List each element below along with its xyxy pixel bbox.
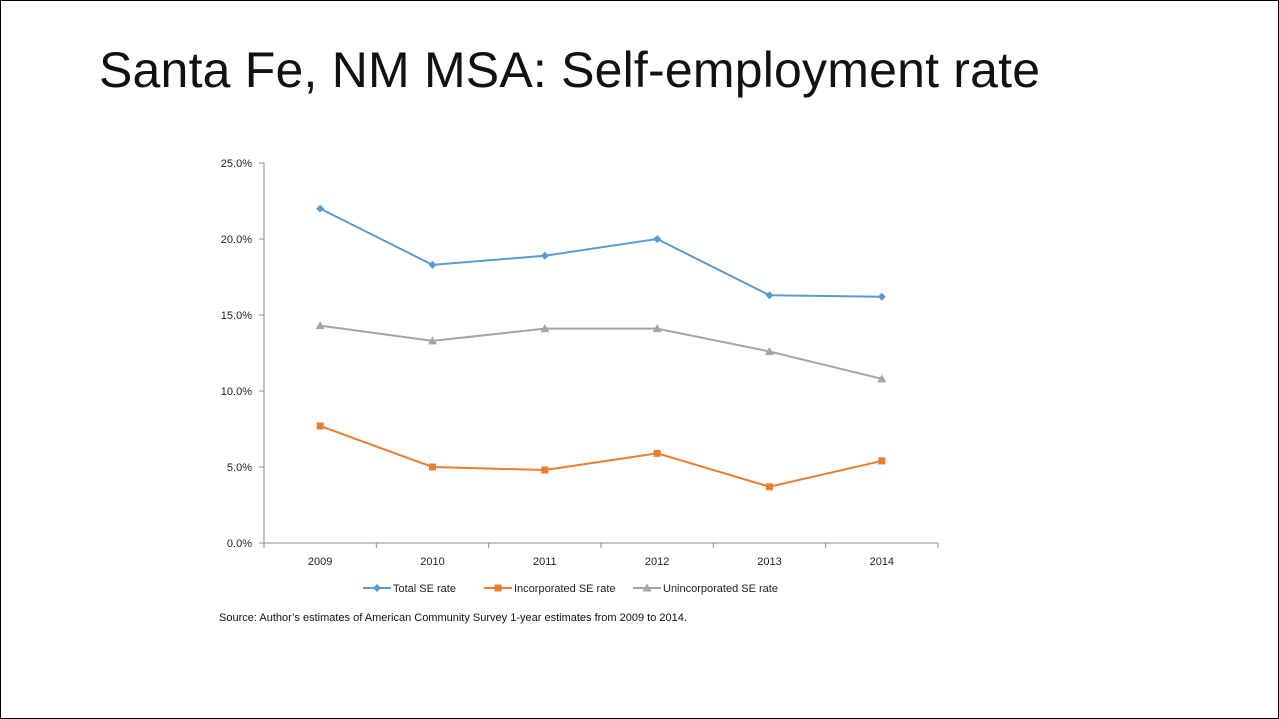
data-point [765, 291, 774, 300]
legend-label: Total SE rate [393, 583, 456, 595]
x-tick-label: 2011 [533, 556, 557, 568]
legend-item: Incorporated SE rate [484, 583, 616, 595]
data-point [428, 260, 437, 269]
series-unincorporated-se-rate [315, 321, 887, 383]
y-tick-label: 15.0% [221, 310, 252, 322]
data-point [540, 251, 549, 260]
data-point [315, 321, 325, 330]
legend-label: Incorporated SE rate [514, 583, 616, 595]
data-point [766, 483, 773, 491]
series-line [319, 425, 883, 488]
legend-marker [642, 583, 652, 592]
y-tick-label: 0.0% [227, 538, 252, 550]
data-point [878, 457, 886, 465]
y-tick-label: 25.0% [221, 158, 252, 170]
data-point [316, 422, 324, 430]
series-incorporated-se-rate [316, 422, 886, 491]
legend-item: Total SE rate [363, 583, 456, 595]
x-tick-label: 2013 [757, 556, 781, 568]
x-tick-label: 2012 [645, 556, 669, 568]
data-point [653, 449, 661, 457]
data-point [652, 324, 662, 333]
legend-label: Unincorporated SE rate [663, 583, 778, 595]
data-point [653, 235, 662, 243]
data-point [540, 324, 550, 333]
series-line [320, 324, 883, 380]
data-point [428, 336, 437, 345]
legend-marker [373, 584, 381, 592]
chart-axes: 0.0% 5.0% 10.0% 15.0% 20.0% 25.0% 2009 2010 2011… [221, 158, 939, 568]
data-point [541, 466, 549, 474]
data-point [877, 292, 886, 301]
chart-series-layer [315, 204, 887, 491]
slide-title: Santa Fe, NM MSA: Self-employment rate [99, 42, 1041, 98]
y-tick-label: 20.0% [221, 234, 252, 246]
data-point [765, 346, 774, 355]
x-tick-label: 2009 [308, 556, 332, 568]
series-line [319, 207, 882, 298]
data-point [316, 204, 325, 213]
x-tick-label: 2014 [870, 556, 894, 568]
source-note: Source: Author’s estimates of American C… [219, 612, 687, 624]
x-tick-label: 2010 [420, 556, 444, 568]
y-tick-label: 5.0% [227, 462, 252, 474]
data-point [429, 463, 436, 471]
data-point [877, 374, 887, 383]
series-total-se-rate [316, 204, 886, 301]
chart-legend: Total SE rate Incorporated SE rate Unincor… [363, 583, 778, 595]
legend-marker [494, 584, 502, 592]
legend-item: Unincorporated SE rate [633, 583, 778, 595]
y-tick-label: 10.0% [221, 386, 252, 398]
